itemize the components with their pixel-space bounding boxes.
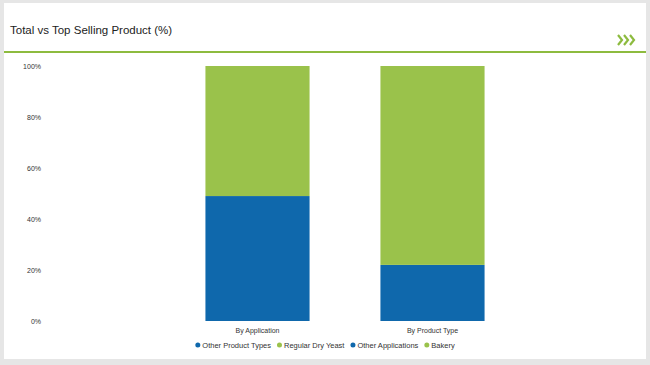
bar [380,66,484,265]
legend-label: Regular Dry Yeast [284,341,345,350]
legend-label: Bakery [431,341,455,350]
title: Total vs Top Selling Product (%) [10,24,172,36]
legend-label: Other Applications [357,341,418,350]
legend-marker [195,343,200,348]
legend-marker [350,343,355,348]
legend-label: Other Product Types [202,341,271,350]
x-tick-label: By Application [236,327,280,335]
bar [380,265,484,321]
header-icon [618,35,634,45]
card [4,3,646,359]
y-tick-label: 20% [27,267,41,274]
legend-marker [277,343,282,348]
legend-marker [424,343,429,348]
y-tick-label: 60% [27,165,41,172]
chevron [624,35,628,45]
header-rule [4,51,646,53]
x-tick-label: By Product Type [407,327,458,335]
chart: Total vs Top Selling Product (%) 0% 20% 40%… [0,0,650,365]
y-tick-label: 80% [27,114,41,121]
chevron [630,35,634,45]
y-tick-label: 100% [23,63,41,70]
legend: Other Product Types Regular Dry Yeast Othe… [195,341,455,350]
bar [205,66,309,196]
bar [205,196,309,321]
y-tick-label: 0% [31,318,41,325]
y-tick-label: 40% [27,216,41,223]
chevron [618,35,622,45]
